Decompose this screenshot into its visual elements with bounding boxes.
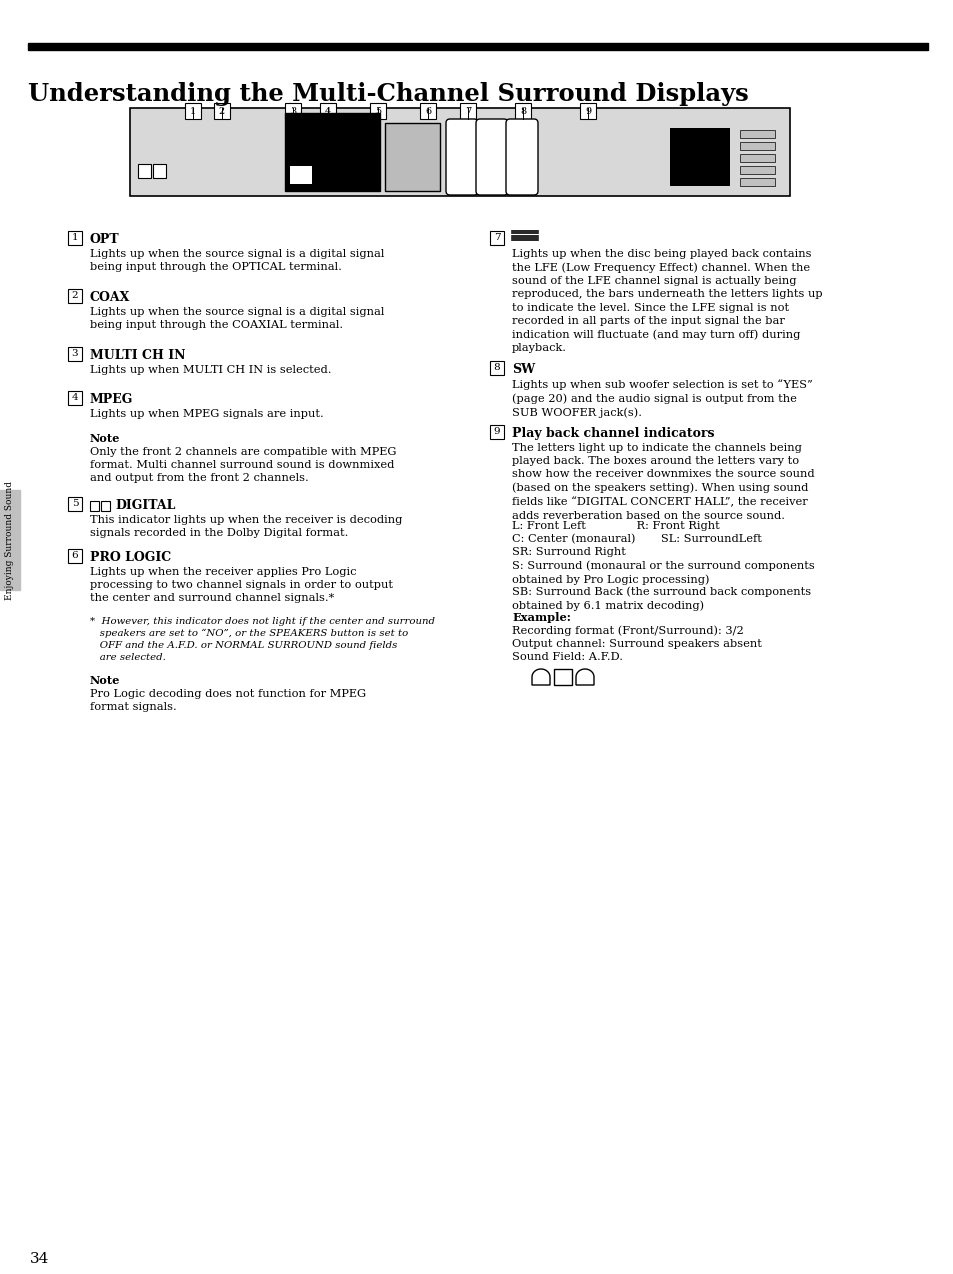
FancyBboxPatch shape — [476, 118, 507, 195]
Text: Play back channel indicators: Play back channel indicators — [512, 427, 714, 440]
Text: 4: 4 — [71, 394, 78, 403]
Bar — [290, 166, 312, 183]
Text: 34: 34 — [30, 1252, 50, 1266]
Text: Lights up when the source signal is a digital signal
being input through the COA: Lights up when the source signal is a di… — [90, 307, 384, 330]
Text: Understanding the Multi-Channel Surround Displays: Understanding the Multi-Channel Surround… — [28, 82, 748, 106]
Text: 2: 2 — [218, 107, 225, 116]
Bar — [419, 103, 436, 118]
Text: 4: 4 — [325, 107, 331, 116]
Text: 7: 7 — [493, 233, 499, 242]
Bar — [130, 108, 789, 196]
Bar — [515, 103, 531, 118]
Text: The letters light up to indicate the channels being
played back. The boxes aroun: The letters light up to indicate the cha… — [512, 443, 814, 521]
Bar — [385, 124, 439, 191]
Text: MULTI CH IN: MULTI CH IN — [90, 349, 185, 362]
Text: Lights up when the source signal is a digital signal
being input through the OPT: Lights up when the source signal is a di… — [90, 248, 384, 273]
Bar — [740, 178, 774, 186]
Bar — [152, 164, 166, 178]
Text: 6: 6 — [71, 552, 78, 561]
Text: Recording format (Front/Surround): 3/2
Output channel: Surround speakers absent
: Recording format (Front/Surround): 3/2 O… — [512, 626, 761, 662]
Polygon shape — [532, 669, 550, 685]
Text: Example:: Example: — [512, 612, 570, 623]
Text: 8: 8 — [519, 107, 525, 116]
Text: SW: SW — [512, 363, 535, 376]
Text: SB: Surround Back (the surround back components
obtained by 6.1 matrix decoding): SB: Surround Back (the surround back com… — [512, 586, 810, 610]
Bar — [285, 103, 301, 118]
Bar — [490, 426, 503, 440]
Bar — [68, 347, 82, 361]
Text: Lights up when the receiver applies Pro Logic
processing to two channel signals : Lights up when the receiver applies Pro … — [90, 567, 393, 604]
Bar — [68, 549, 82, 563]
Bar — [185, 103, 201, 118]
Bar — [554, 669, 572, 685]
Text: 1: 1 — [71, 233, 78, 242]
Bar — [213, 103, 230, 118]
Text: 3: 3 — [71, 349, 78, 358]
Bar — [490, 231, 503, 245]
Text: This indicator lights up when the receiver is decoding
signals recorded in the D: This indicator lights up when the receiv… — [90, 515, 402, 538]
Text: MPEG: MPEG — [90, 392, 133, 406]
Bar — [68, 497, 82, 511]
Text: Only the front 2 channels are compatible with MPEG
format. Multi channel surroun: Only the front 2 channels are compatible… — [90, 447, 396, 483]
FancyBboxPatch shape — [505, 118, 537, 195]
Text: Note: Note — [90, 675, 120, 685]
Text: 1: 1 — [190, 107, 196, 116]
Text: Lights up when the disc being played back contains
the LFE (Low Frequency Effect: Lights up when the disc being played bac… — [512, 248, 821, 353]
Text: 3: 3 — [290, 107, 295, 116]
Bar — [68, 231, 82, 245]
Bar — [490, 361, 503, 375]
Bar — [459, 103, 476, 118]
Text: *  However, this indicator does not light if the center and surround
   speakers: * However, this indicator does not light… — [90, 617, 435, 662]
Bar — [28, 43, 927, 50]
Text: 8: 8 — [493, 363, 499, 372]
Text: 9: 9 — [493, 428, 499, 437]
FancyBboxPatch shape — [446, 118, 477, 195]
Text: 5: 5 — [71, 499, 78, 508]
Text: 5: 5 — [375, 107, 380, 116]
Text: Lights up when MPEG signals are input.: Lights up when MPEG signals are input. — [90, 409, 323, 419]
Text: Enjoying Surround Sound: Enjoying Surround Sound — [6, 480, 14, 600]
Bar — [68, 289, 82, 303]
Text: 7: 7 — [464, 107, 471, 116]
Text: 6: 6 — [424, 107, 431, 116]
Text: 2: 2 — [71, 292, 78, 301]
Bar — [101, 501, 110, 511]
Text: Pro Logic decoding does not function for MPEG
format signals.: Pro Logic decoding does not function for… — [90, 689, 366, 712]
Text: C: Center (monaural)       SL: SurroundLeft: C: Center (monaural) SL: SurroundLeft — [512, 534, 761, 544]
Text: Note: Note — [90, 433, 120, 445]
Text: S: Surround (monaural or the surround components
obtained by Pro Logic processin: S: Surround (monaural or the surround co… — [512, 561, 814, 585]
Bar — [579, 103, 596, 118]
Bar — [68, 391, 82, 405]
Text: 9: 9 — [584, 107, 591, 116]
Bar — [90, 501, 99, 511]
Text: OPT: OPT — [90, 233, 119, 246]
Text: L: Front Left              R: Front Right: L: Front Left R: Front Right — [512, 521, 719, 531]
Text: COAX: COAX — [90, 290, 131, 304]
Bar — [669, 127, 729, 186]
Bar — [319, 103, 335, 118]
Text: PRO LOGIC: PRO LOGIC — [90, 550, 172, 564]
Text: SR: Surround Right: SR: Surround Right — [512, 547, 625, 557]
Bar — [740, 141, 774, 150]
Bar — [740, 166, 774, 175]
Text: DIGITAL: DIGITAL — [115, 499, 175, 512]
Text: Lights up when sub woofer selection is set to “YES”
(page 20) and the audio sign: Lights up when sub woofer selection is s… — [512, 378, 812, 418]
Polygon shape — [576, 669, 594, 685]
Bar — [370, 103, 386, 118]
Bar — [740, 154, 774, 162]
Bar — [740, 130, 774, 138]
Bar — [138, 164, 151, 178]
Text: Lights up when MULTI CH IN is selected.: Lights up when MULTI CH IN is selected. — [90, 364, 331, 375]
Bar — [0, 490, 20, 590]
Bar — [285, 113, 379, 191]
